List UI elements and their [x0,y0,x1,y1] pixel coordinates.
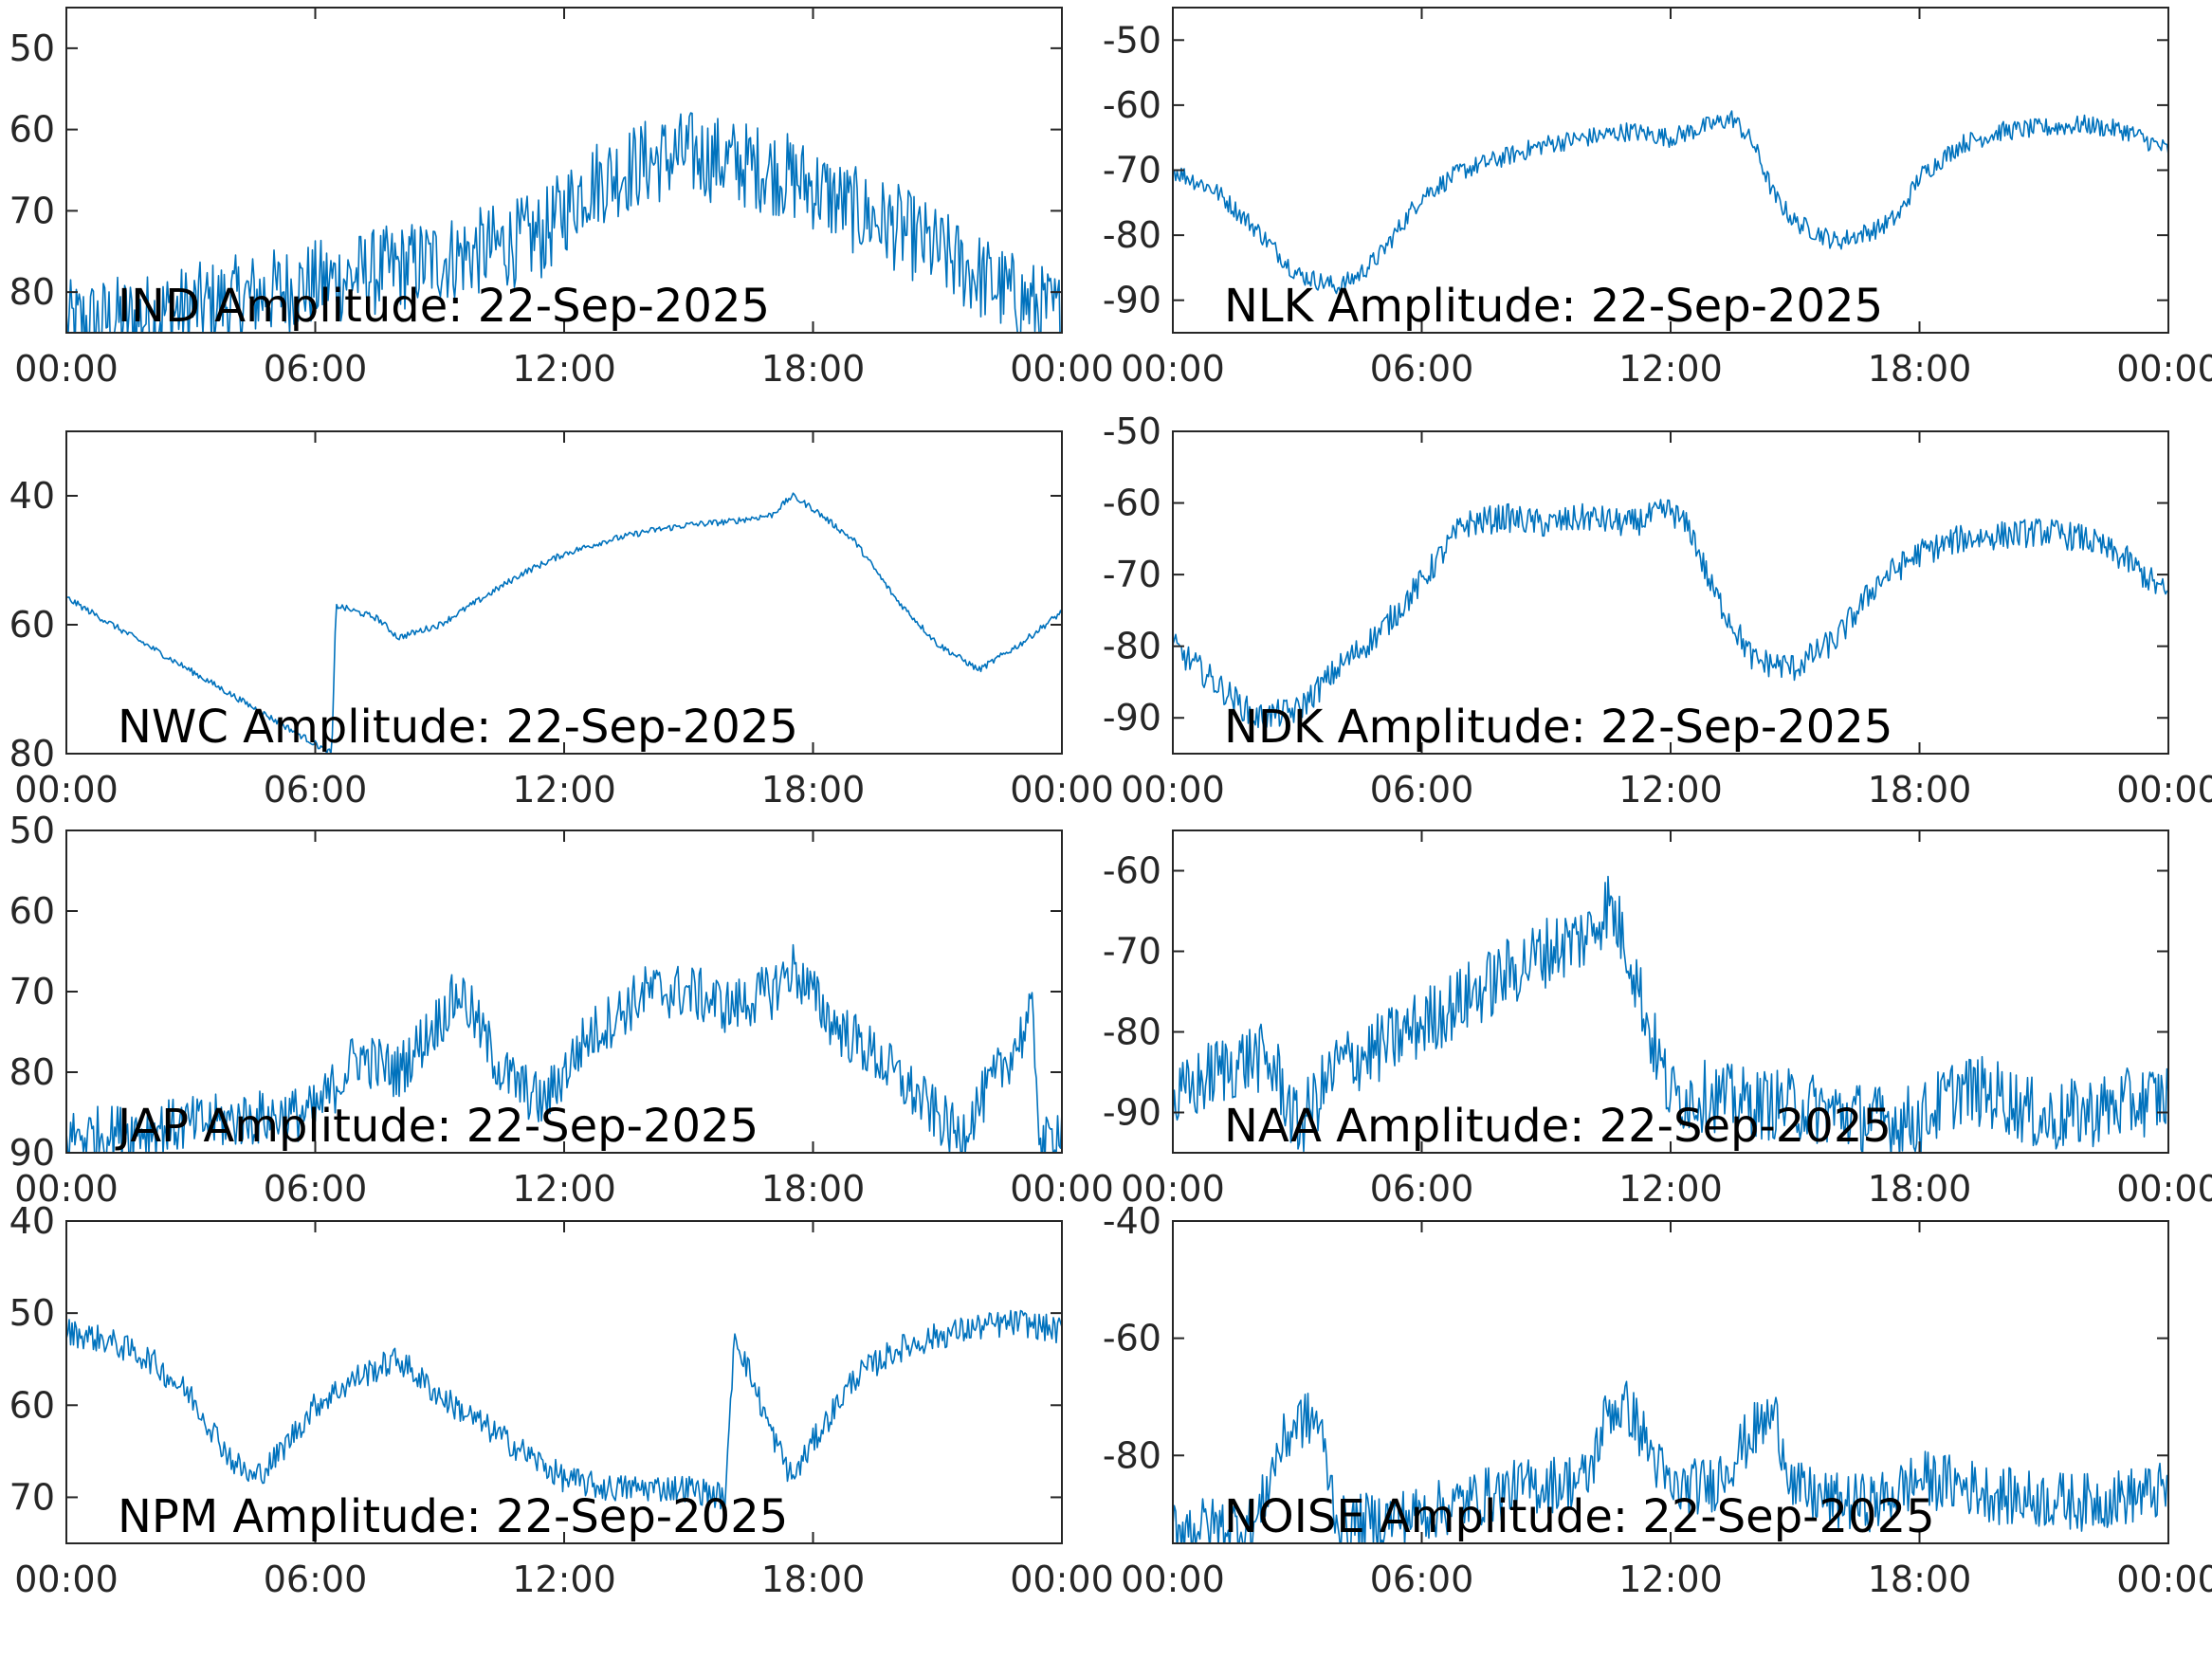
y-tick-label: -90 [1103,280,1161,321]
y-tick-label: 60 [9,109,55,151]
x-tick-label: 00:00 [2116,769,2212,811]
x-tick-label: 12:00 [512,1559,616,1600]
panel-ind: 00:00 06:00 12:00 18:00 00:00 50 60 70 80 IND Amp… [9,7,1114,390]
y-tick-label: -60 [1103,483,1161,524]
y-tick-label: -80 [1103,626,1161,667]
x-tick-label: 12:00 [1618,1168,1723,1210]
amplitude-trace-npm [66,1309,1062,1510]
x-tick-label: 18:00 [761,1559,866,1600]
y-tick-label: -40 [1103,1200,1161,1242]
panel-title: JAP Amplitude: 22-Sep-2025 [115,1100,759,1153]
x-tick-label: 12:00 [1618,769,1723,811]
amplitude-trace-ndk [1173,499,2168,729]
y-tick-label: 70 [9,1476,55,1518]
y-tick-label: 80 [9,271,55,313]
amplitude-trace-jap [66,943,1062,1153]
panel-title: NOISE Amplitude: 22-Sep-2025 [1224,1490,1935,1543]
x-tick-label: 00:00 [1010,1168,1114,1210]
x-tick-label: 06:00 [264,1559,368,1600]
x-tick-label: 06:00 [264,769,368,811]
panel-title: NPM Amplitude: 22-Sep-2025 [118,1490,788,1543]
panel-title: NAA Amplitude: 22-Sep-2025 [1224,1100,1892,1153]
y-tick-label: 60 [9,1384,55,1426]
x-tick-label: 00:00 [1121,1559,1225,1600]
x-tick-label: 12:00 [512,769,616,811]
amplitude-trace-nlk [1173,110,2168,296]
amplitude-trace-ind [66,112,1061,333]
x-tick-label: 00:00 [1121,1168,1225,1210]
panel-npm: 00:00 06:00 12:00 18:00 00:00 40 50 60 70 NPM Amp… [9,1200,1114,1600]
y-tick-label: 50 [9,810,55,851]
x-tick-label: 00:00 [1121,769,1225,811]
y-tick-label: -60 [1103,84,1161,126]
y-tick-label: 70 [9,971,55,1012]
x-tick-label: 06:00 [264,348,368,390]
amplitude-trace-naa [1173,875,2168,1153]
x-tick-label: 00:00 [2116,1168,2212,1210]
panel-nlk: 00:00 06:00 12:00 18:00 00:00 -50 -60 -70 -80 -90… [1103,7,2212,390]
x-tick-label: 18:00 [1868,1559,1972,1600]
y-tick-label: -50 [1103,19,1161,61]
x-tick-label: 18:00 [761,1168,866,1210]
panel-ndk: 00:00 06:00 12:00 18:00 00:00 -50 -60 -70 -80 -90… [1103,410,2212,811]
panel-title: NLK Amplitude: 22-Sep-2025 [1224,280,1883,333]
x-tick-label: 06:00 [1370,1559,1474,1600]
x-tick-label: 12:00 [512,348,616,390]
y-tick-label: -80 [1103,214,1161,256]
y-tick-label: 40 [9,1200,55,1242]
y-tick-label: 80 [9,733,55,775]
panel-title: NDK Amplitude: 22-Sep-2025 [1224,701,1892,754]
x-tick-label: 00:00 [2116,1559,2212,1600]
y-tick-label: 40 [9,475,55,517]
y-tick-label: -60 [1103,850,1161,892]
x-tick-label: 00:00 [1010,1559,1114,1600]
y-tick-label: -50 [1103,410,1161,452]
panel-jap: 00:00 06:00 12:00 18:00 00:00 50 60 70 80 90 JAP A… [9,810,1114,1210]
y-tick-label: -60 [1103,1318,1161,1359]
panel-title: IND Amplitude: 22-Sep-2025 [118,280,770,333]
x-tick-label: 00:00 [14,1168,119,1210]
x-tick-label: 18:00 [761,769,866,811]
y-tick-label: -70 [1103,150,1161,191]
x-tick-label: 00:00 [2116,348,2212,390]
panel-title: NWC Amplitude: 22-Sep-2025 [118,701,798,754]
x-tick-label: 18:00 [761,348,866,390]
y-tick-label: 60 [9,604,55,646]
y-tick-label: 90 [9,1132,55,1174]
x-tick-label: 00:00 [14,769,119,811]
y-tick-label: 80 [9,1051,55,1093]
y-tick-label: -70 [1103,931,1161,973]
x-tick-label: 06:00 [1370,1168,1474,1210]
x-tick-label: 00:00 [1010,348,1114,390]
y-tick-label: 50 [9,27,55,69]
panel-noise: 00:00 06:00 12:00 18:00 00:00 -40 -60 -80 NOISE … [1103,1200,2212,1600]
y-tick-label: 50 [9,1292,55,1334]
x-tick-label: 06:00 [264,1168,368,1210]
x-tick-label: 00:00 [1010,769,1114,811]
x-tick-label: 06:00 [1370,769,1474,811]
x-tick-label: 18:00 [1868,1168,1972,1210]
panel-naa: 00:00 06:00 12:00 18:00 00:00 -60 -70 -80 -90 NAA… [1103,830,2212,1210]
panel-nwc: 00:00 06:00 12:00 18:00 00:00 40 60 80 NWC Ampli… [9,430,1114,811]
x-tick-label: 00:00 [1121,348,1225,390]
amplitude-trace-nwc [66,492,1062,754]
x-tick-label: 12:00 [1618,1559,1723,1600]
x-tick-label: 00:00 [14,1559,119,1600]
y-tick-label: 60 [9,890,55,932]
x-tick-label: 12:00 [1618,348,1723,390]
x-tick-label: 18:00 [1868,769,1972,811]
x-tick-label: 00:00 [14,348,119,390]
y-tick-label: -80 [1103,1434,1161,1476]
x-tick-label: 18:00 [1868,348,1972,390]
y-tick-label: -70 [1103,554,1161,595]
x-tick-label: 12:00 [512,1168,616,1210]
amplitude-trace-noise [1173,1380,2168,1543]
y-tick-label: 70 [9,190,55,231]
y-tick-label: -80 [1103,1012,1161,1053]
x-tick-label: 06:00 [1370,348,1474,390]
y-tick-label: -90 [1103,1092,1161,1134]
y-tick-label: -90 [1103,697,1161,738]
